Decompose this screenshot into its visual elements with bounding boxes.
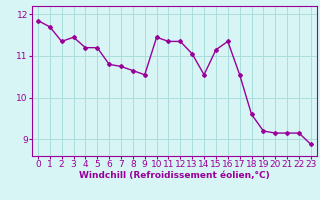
X-axis label: Windchill (Refroidissement éolien,°C): Windchill (Refroidissement éolien,°C) — [79, 171, 270, 180]
